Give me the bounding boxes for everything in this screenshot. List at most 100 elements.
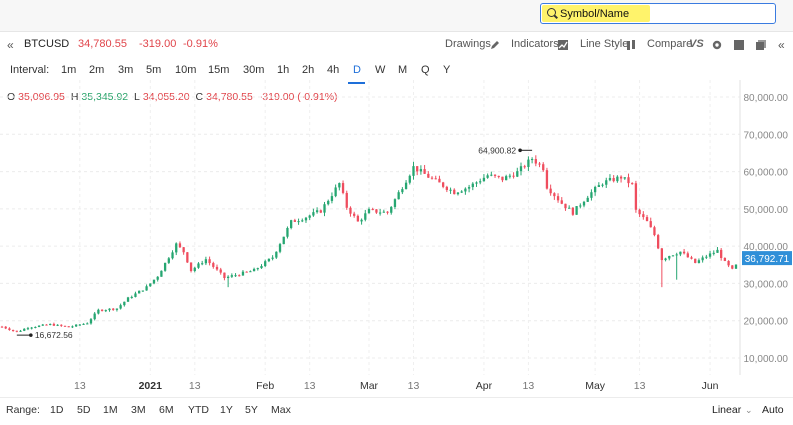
drawings-button[interactable]: Drawings: [445, 38, 491, 50]
candle-body: [267, 258, 271, 262]
candle-body: [397, 192, 400, 200]
candle-body: [631, 183, 634, 185]
x-tick-label: 2021: [139, 380, 163, 392]
interval-10m[interactable]: 10m: [175, 64, 197, 76]
scale-select[interactable]: Linear: [712, 404, 742, 416]
layers-icon[interactable]: [756, 40, 766, 50]
candle-body: [115, 308, 119, 310]
range-1m[interactable]: 1M: [103, 404, 118, 416]
indicators-button[interactable]: Indicators: [511, 38, 559, 50]
candle-body: [178, 243, 182, 248]
candle-body: [212, 263, 215, 267]
candle-body: [282, 236, 285, 245]
range-1d[interactable]: 1D: [50, 404, 64, 416]
range-6m[interactable]: 6M: [159, 404, 174, 416]
interval-1h[interactable]: 1h: [277, 64, 290, 76]
interval-2h[interactable]: 2h: [302, 64, 315, 76]
interval-label: Interval:: [10, 64, 50, 76]
candle-body: [330, 196, 334, 201]
candle-body: [408, 175, 411, 183]
range-ytd[interactable]: YTD: [188, 404, 209, 416]
compare-button[interactable]: Compare: [647, 38, 693, 50]
candle-body: [308, 215, 311, 218]
interval-2m[interactable]: 2m: [89, 64, 105, 76]
open-value: 35,096.95: [18, 91, 65, 103]
candle-body: [582, 201, 586, 206]
candle-body: [475, 182, 478, 184]
gear-icon[interactable]: [712, 40, 722, 50]
candle-body: [590, 192, 593, 198]
candle-body: [241, 271, 245, 276]
candle-body: [697, 260, 701, 263]
price-change-pct: -0.91%: [183, 38, 218, 50]
candle-body: [23, 328, 26, 331]
candle-body: [456, 192, 460, 195]
candle-body: [653, 227, 656, 236]
candle-body: [679, 251, 682, 255]
candle-body: [464, 188, 467, 192]
candle-body: [460, 191, 463, 193]
candle-body: [597, 185, 600, 187]
candle-body: [56, 324, 59, 326]
candle-body: [297, 221, 300, 223]
expand-icon[interactable]: «: [778, 38, 785, 52]
candle-body: [401, 189, 404, 193]
candle-body: [215, 266, 219, 270]
candle-body: [8, 328, 11, 330]
candle-body: [375, 209, 378, 213]
symbol-search[interactable]: [540, 3, 776, 24]
interval-30m[interactable]: 30m: [243, 64, 265, 76]
interval-w[interactable]: W: [375, 64, 386, 76]
indicator-chart-icon: [558, 40, 568, 50]
candle-body: [734, 264, 738, 269]
range-label: Range:: [6, 404, 40, 416]
search-input[interactable]: [560, 6, 760, 22]
candle-body: [716, 249, 719, 253]
candle-body: [163, 262, 167, 271]
interval-1m[interactable]: 1m: [61, 64, 77, 76]
candle-body: [60, 324, 63, 326]
candle-body: [301, 220, 304, 222]
interval-q[interactable]: Q: [421, 64, 430, 76]
candle-body: [141, 290, 145, 292]
candle-body: [145, 286, 148, 291]
candle-body: [78, 324, 81, 326]
candle-body: [290, 220, 293, 228]
y-tick-label: 80,000.00: [744, 93, 789, 104]
y-tick-label: 60,000.00: [744, 168, 789, 179]
candle-body: [201, 263, 204, 265]
interval-y[interactable]: Y: [443, 64, 451, 76]
annotation-dot: [29, 333, 33, 337]
interval-15m[interactable]: 15m: [208, 64, 230, 76]
range-max[interactable]: Max: [271, 404, 291, 416]
candle-body: [138, 290, 141, 294]
line-style-button[interactable]: Line Style: [580, 38, 629, 50]
candlestick-chart[interactable]: 10,000.00 20,000.00 30,000.00 40,000.00 50,0…: [0, 80, 793, 397]
candle-body: [427, 173, 430, 178]
candle-body: [445, 186, 448, 191]
range-1y[interactable]: 1Y: [220, 404, 233, 416]
interval-m[interactable]: M: [398, 64, 408, 76]
candle-body: [482, 177, 486, 182]
screenshot-icon[interactable]: [734, 40, 744, 50]
range-3m[interactable]: 3M: [131, 404, 146, 416]
candle-body: [708, 253, 712, 257]
range-5d[interactable]: 5D: [77, 404, 91, 416]
candle-body: [441, 182, 445, 187]
auto-scale-button[interactable]: Auto: [762, 404, 784, 416]
interval-4h[interactable]: 4h: [327, 64, 340, 76]
range-5y[interactable]: 5Y: [245, 404, 258, 416]
interval-3m[interactable]: 3m: [118, 64, 134, 76]
candle-body: [505, 176, 508, 181]
collapse-icon[interactable]: «: [7, 38, 14, 52]
candle-body: [304, 217, 308, 221]
candle-body: [694, 258, 697, 263]
candle-body: [386, 211, 389, 213]
candle-body: [86, 323, 89, 325]
interval-5m[interactable]: 5m: [146, 64, 162, 76]
candle-body: [645, 217, 649, 222]
candle-body: [657, 235, 660, 249]
interval-d[interactable]: D: [353, 64, 361, 76]
active-interval-underline: [348, 82, 365, 84]
candle-body: [41, 324, 44, 326]
